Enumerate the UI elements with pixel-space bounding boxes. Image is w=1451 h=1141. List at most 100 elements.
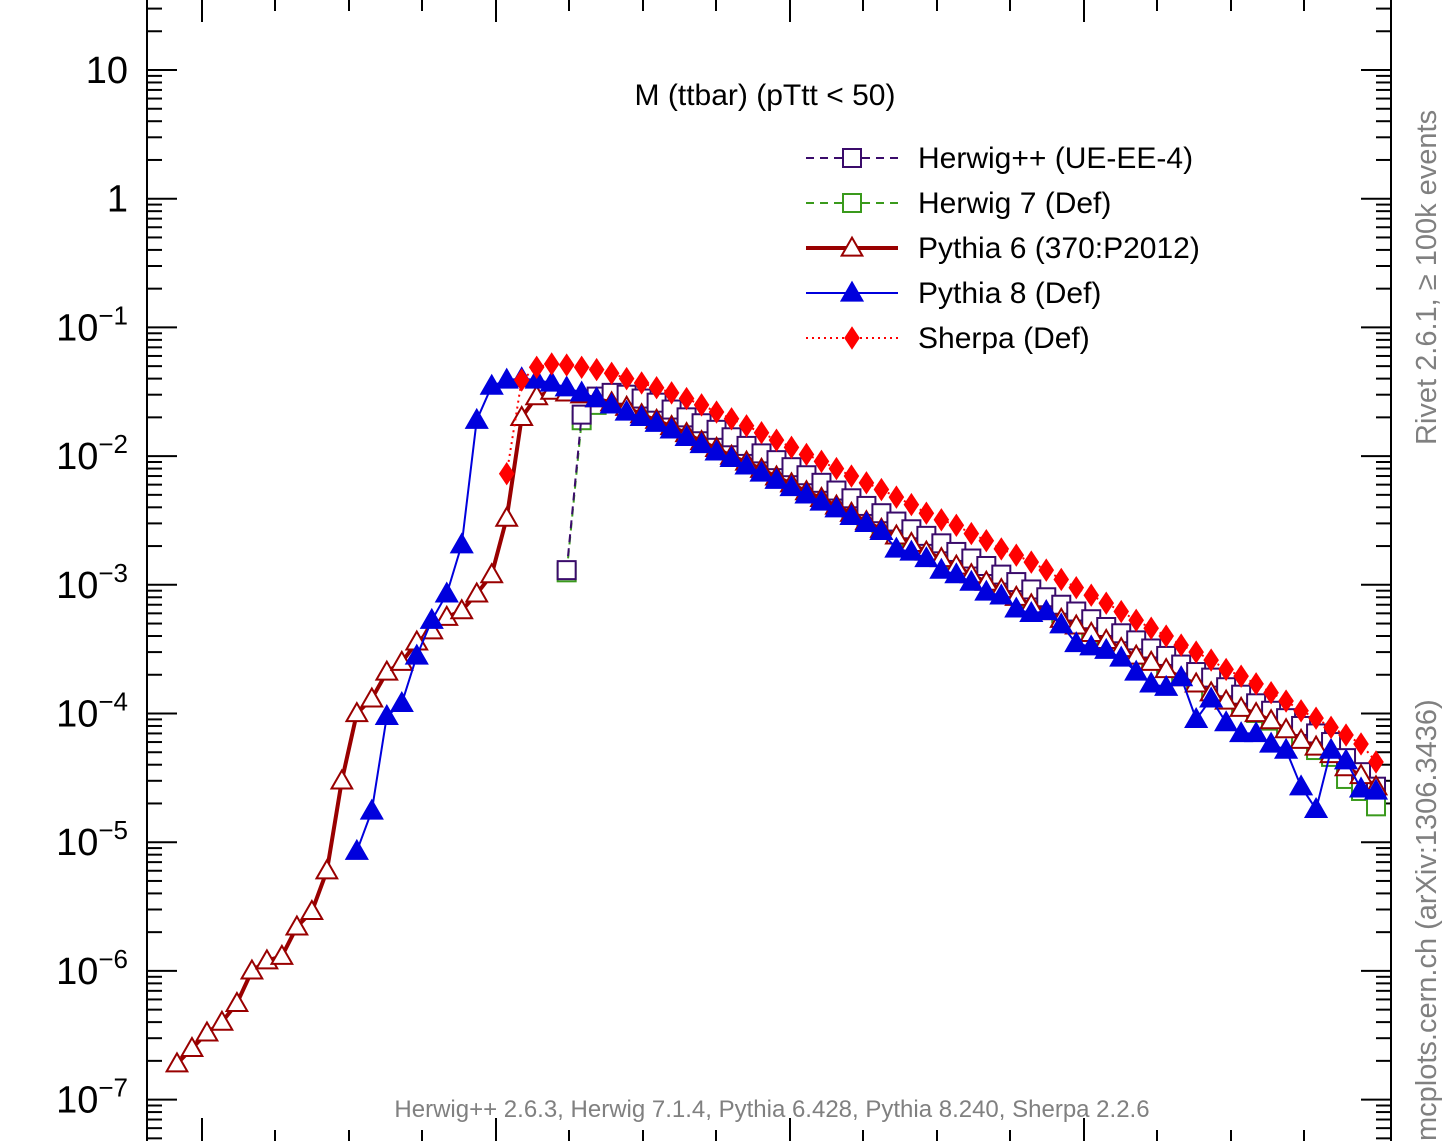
data-point [903,492,920,517]
legend-label: Sherpa (Def) [918,322,1090,355]
data-point [1173,633,1189,657]
data-point [1363,778,1389,800]
legend-marker [842,148,862,168]
data-point [843,464,860,488]
data-point [434,581,459,603]
y-tick-label-1: 1 [107,179,128,221]
plot-frame [146,0,1392,1141]
data-point [556,560,577,581]
data-point [449,598,474,620]
data-point [753,420,770,445]
data-point [648,375,665,400]
data-point [528,355,545,379]
y-tick-label-mantissa: 10 [86,50,128,92]
data-point [1113,599,1130,624]
data-point [1318,737,1344,759]
y-tick-label-mantissa: 10 [56,565,98,607]
legend-label: Pythia 6 (370:P2012) [918,232,1200,265]
data-point [599,392,624,414]
legend-entry-1: Herwig 7 (Def) [806,187,1111,220]
mcplots-source-note: mcplots.cern.ch (arXiv:1306.3436) [1411,699,1443,1141]
data-point [749,460,774,482]
data-point [933,508,950,532]
legend-entry-4: Sherpa (Def) [806,322,1090,355]
data-point [858,471,875,495]
legend-marker [844,326,860,350]
legend-entry-3: Pythia 8 (Def) [806,277,1101,310]
data-point [1188,640,1204,664]
data-point [1083,583,1100,607]
data-point [284,914,309,936]
data-point [1244,721,1269,743]
data-point [1199,686,1224,708]
data-point [659,417,684,439]
y-tick-label-exponent: −7 [98,1073,128,1103]
data-point [888,485,905,509]
data-point [1233,664,1249,688]
data-point [494,367,519,389]
data-point [884,536,909,558]
data-point [1214,710,1239,732]
data-point [1218,657,1234,682]
data-point [558,353,575,377]
data-point [794,482,819,504]
data-point [419,607,444,629]
data-point [539,370,564,392]
y-tick-label-exponent: −2 [98,429,128,459]
data-point [1109,645,1134,667]
series-line-1 [565,401,1377,808]
data-point [573,355,590,379]
data-point [1293,699,1309,723]
data-point [554,375,579,397]
data-point [588,357,605,382]
data-point [978,529,995,553]
data-point [479,373,504,395]
legend-marker [842,193,862,213]
y-tick-label-mantissa: 10 [56,436,98,478]
data-point [299,899,324,921]
data-point [768,428,785,452]
data-point [494,505,519,527]
data-point [509,405,534,427]
data-point [629,405,654,427]
data-point [813,449,830,474]
data-point [1353,732,1369,756]
data-point [663,381,680,405]
y-tick-label-7: 10−6 [56,944,128,993]
y-tick-label-mantissa: 10 [56,951,98,993]
data-point [1038,558,1055,582]
data-point [899,539,924,561]
series-layer [164,352,1389,1073]
data-point [1263,681,1279,705]
data-point [389,690,414,712]
series-3 [344,366,1389,860]
data-point [644,410,669,432]
y-tick-label-mantissa: 10 [56,1080,98,1122]
data-point [974,579,999,601]
legend: Herwig++ (UE-EE-4) Herwig 7 (Def) Pythia 6… [806,142,1200,355]
data-point [1064,631,1089,653]
data-point [464,581,489,603]
legend-marker [839,235,865,257]
data-point [359,798,384,820]
data-point [164,1051,190,1073]
data-point [959,569,984,591]
data-point [734,453,759,475]
data-point [1004,596,1029,618]
data-point [1053,567,1070,592]
y-tick-label-exponent: −6 [98,944,128,974]
data-point [708,400,725,424]
data-point [918,501,935,525]
y-tick-label-6: 10−5 [56,815,128,864]
data-point [1229,695,1254,717]
data-point [498,461,515,486]
y-tick-label-3: 10−2 [56,429,128,478]
data-point [1079,634,1104,656]
data-point [674,424,699,446]
data-point [1068,575,1085,600]
data-point [603,361,620,385]
data-point [224,990,250,1012]
data-point [1303,734,1329,756]
data-point [614,399,639,421]
data-point [1098,591,1115,615]
